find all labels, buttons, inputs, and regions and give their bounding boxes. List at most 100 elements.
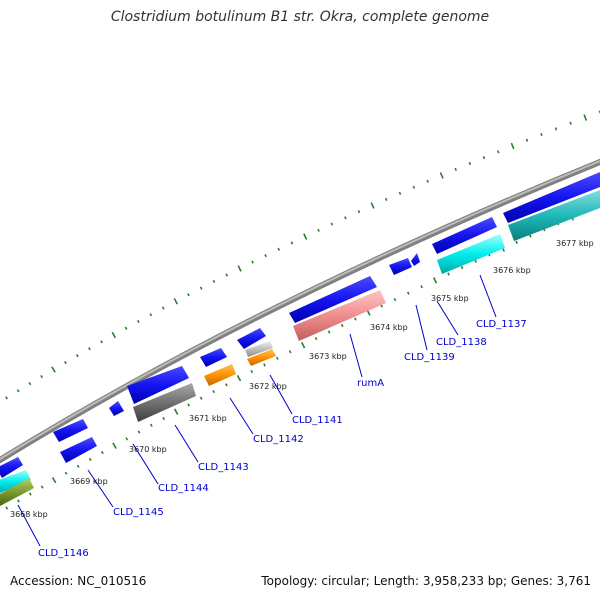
kbp-tick-label: 3668 kbp: [10, 510, 48, 519]
track-dot: [124, 326, 128, 330]
gene-feature[interactable]: [0, 470, 31, 493]
gene-feature[interactable]: [204, 364, 236, 386]
gene-feature[interactable]: [503, 172, 600, 223]
track-dot: [161, 306, 165, 310]
track-dot: [447, 272, 450, 276]
track-dot: [525, 138, 529, 142]
track-dot: [496, 150, 500, 154]
gene-label[interactable]: CLD_1142: [253, 434, 304, 445]
gene-label[interactable]: CLD_1137: [476, 319, 527, 330]
track-dot: [288, 350, 292, 354]
gene-feature[interactable]: [389, 258, 412, 275]
gene-label[interactable]: CLD_1143: [198, 462, 249, 473]
gene-feature[interactable]: [0, 457, 23, 478]
gene-feature[interactable]: [293, 290, 386, 341]
gene-label[interactable]: rumA: [357, 378, 384, 389]
gene-feature[interactable]: [237, 328, 266, 349]
gene-leader-line: [479, 274, 497, 318]
track-dot: [40, 485, 44, 489]
gene-leader-line: [269, 374, 293, 415]
gene-feature[interactable]: [245, 341, 273, 357]
track-dot: [370, 202, 375, 209]
track-dot: [111, 331, 117, 339]
gene-leader-line: [132, 443, 159, 485]
track-dot: [439, 172, 444, 179]
gene-leader-line: [87, 469, 114, 508]
track-dot: [64, 360, 67, 365]
track-dot: [393, 297, 397, 302]
gene-leader-line: [229, 397, 254, 435]
track-dot: [173, 408, 179, 415]
track-dot: [112, 442, 117, 449]
kbp-tick-label: 3675 kbp: [431, 294, 469, 303]
track-dot: [330, 222, 334, 226]
track-dot: [16, 389, 20, 393]
gene-label[interactable]: CLD_1145: [113, 507, 164, 518]
gene-feature[interactable]: [289, 276, 377, 323]
track-dot: [515, 240, 518, 244]
kbp-ticks-layer: 3668 kbp 3669 kbp 3670 kbp 3671 kbp 3672 kbp…: [10, 239, 594, 519]
track-dot: [236, 374, 242, 382]
gene-feature[interactable]: [109, 401, 124, 416]
gene-feature[interactable]: [133, 383, 196, 422]
track-dot: [303, 233, 308, 240]
track-dot: [344, 216, 347, 220]
genome-backbone-highlight: [0, 159, 600, 461]
gene-label[interactable]: CLD_1139: [404, 352, 455, 363]
gene-feature[interactable]: [247, 349, 276, 366]
gene-feature[interactable]: [127, 366, 189, 404]
accession-text: Accession: NC_010516: [10, 574, 147, 588]
track-dot: [64, 471, 68, 475]
gene-feature[interactable]: [60, 437, 97, 463]
kbp-tick-label: 3669 kbp: [70, 477, 108, 486]
gene-label[interactable]: CLD_1144: [158, 483, 209, 494]
gene-feature[interactable]: [508, 190, 600, 241]
kbp-tick-label: 3673 kbp: [309, 352, 347, 361]
gene-feature[interactable]: [200, 348, 227, 367]
kbp-tick-label: 3674 kbp: [370, 323, 408, 332]
gene-label[interactable]: CLD_1138: [436, 337, 487, 348]
gene-leader-line: [349, 333, 363, 378]
gene-label[interactable]: CLD_1146: [38, 548, 89, 559]
track-dot: [5, 396, 8, 400]
track-dot: [398, 191, 402, 195]
gene-label[interactable]: CLD_1141: [292, 415, 343, 426]
kbp-tick-label: 3677 kbp: [556, 239, 594, 248]
track-dot: [125, 437, 129, 441]
track-dot: [314, 336, 318, 341]
track-dot: [88, 347, 91, 351]
track-dot: [51, 476, 57, 484]
gene-leader-line: [415, 304, 428, 351]
track-dot: [432, 277, 438, 284]
track-dot: [28, 382, 32, 386]
track-dot: [357, 210, 361, 214]
track-dot: [263, 363, 266, 367]
track-dot: [353, 317, 357, 321]
track-dot: [162, 416, 166, 421]
gene-feature[interactable]: [432, 217, 497, 254]
track-dot: [426, 179, 430, 183]
gene-feature[interactable]: [53, 419, 88, 442]
track-dot: [454, 167, 457, 172]
gene-labels-layer: CLD_1146 CLD_1145 CLD_1144 CLD_1143 CLD_1142…: [17, 274, 527, 559]
track-dot: [224, 383, 228, 387]
track-dot: [199, 286, 203, 290]
track-dot: [474, 259, 477, 263]
track-dot: [468, 161, 472, 166]
track-dot: [554, 127, 558, 131]
track-dot: [300, 341, 306, 349]
kbp-tick-label: 3676 kbp: [493, 266, 531, 275]
track-dot: [460, 266, 464, 270]
track-dot: [212, 389, 216, 394]
gene-feature[interactable]: [0, 478, 34, 506]
track-dot: [199, 396, 203, 400]
gene-feature[interactable]: [411, 253, 420, 266]
track-dot: [275, 356, 279, 360]
track-dot: [76, 464, 80, 468]
gene-feature[interactable]: [437, 234, 505, 274]
gene-leader-line: [17, 504, 41, 547]
track-dot: [225, 273, 229, 277]
gene-leader-line: [174, 424, 199, 463]
track-dot: [264, 254, 267, 258]
track-dot: [380, 304, 384, 308]
